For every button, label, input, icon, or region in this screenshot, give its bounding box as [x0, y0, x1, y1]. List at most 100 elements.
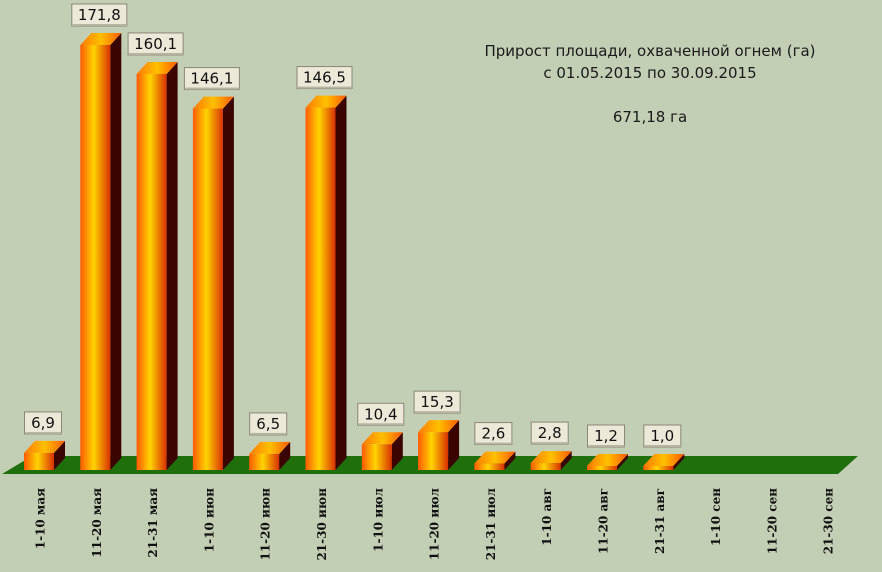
- value-label-shadow-8: [415, 411, 461, 414]
- value-label-shadow-2: [72, 24, 127, 26]
- value-label-shadow-7: [358, 423, 404, 426]
- value-label-11: 1,2: [587, 424, 625, 448]
- bar-front-11: [587, 466, 617, 470]
- x-tick-label-3: 21-31 мая: [146, 488, 160, 558]
- x-tick-label-12: 21-31 авг: [653, 488, 667, 554]
- bar-7: [361, 432, 403, 470]
- x-tick-label-8: 11-20 июл: [428, 487, 442, 560]
- value-label-text-1: 6,9: [31, 414, 55, 432]
- value-label-text-11: 1,2: [594, 427, 618, 445]
- bar-top-5: [249, 441, 291, 454]
- value-label-shadow-10: [532, 442, 569, 445]
- bar-top-2: [80, 33, 122, 45]
- bar-9: [474, 451, 516, 470]
- bar-side-9: [504, 451, 516, 470]
- value-label-10: 2,8: [530, 421, 569, 445]
- bar-top-11: [587, 454, 628, 466]
- x-tick-label-9: 21-31 июл: [484, 487, 498, 560]
- bar-front-5: [249, 453, 280, 470]
- value-label-text-2: 171,8: [78, 6, 121, 24]
- bar-front-3: [136, 73, 167, 470]
- bars-group: 6,9 171,8 160,1 146,1 6,5 146,5 10,4 15,3 2,6 2,8…: [24, 3, 685, 470]
- value-label-shadow-6: [298, 86, 352, 89]
- bar-top-4: [192, 96, 234, 109]
- bar-side-4: [222, 96, 234, 470]
- value-label-shadow-3: [129, 52, 184, 55]
- value-label-shadow-1: [25, 431, 62, 434]
- value-label-12: 1,0: [643, 424, 682, 448]
- bar-side-11: [617, 454, 628, 470]
- bar-side-10: [560, 451, 572, 470]
- value-label-text-8: 15,3: [420, 393, 453, 411]
- bar-top-7: [361, 432, 403, 445]
- bar-side-7: [391, 432, 403, 470]
- value-label-shadow-5: [250, 432, 287, 435]
- bar-front-1: [24, 452, 54, 470]
- value-label-text-10: 2,8: [538, 424, 562, 442]
- value-label-shadow-12: [644, 445, 681, 447]
- bar-top-6: [305, 95, 347, 108]
- x-tick-label-6: 21-30 июн: [315, 488, 329, 561]
- bar-3: [136, 61, 178, 470]
- x-tick-labels: 1-10 мая 11-20 мая 21-31 мая 1-10 июн 11-20 …: [34, 487, 836, 560]
- bar-top-1: [24, 440, 65, 453]
- bar-8: [418, 420, 460, 470]
- x-tick-label-7: 1-10 июл: [371, 487, 385, 551]
- value-label-text-5: 6,5: [256, 415, 280, 433]
- bar-1: [24, 440, 65, 470]
- bar-side-1: [54, 440, 65, 470]
- bar-4: [192, 96, 234, 470]
- bar-side-6: [335, 95, 347, 470]
- bar-side-2: [110, 33, 122, 470]
- x-tick-label-4: 1-10 июн: [202, 488, 216, 552]
- value-label-text-6: 146,5: [303, 69, 346, 87]
- bar-side-12: [673, 454, 685, 470]
- bar-12: [643, 454, 685, 470]
- value-label-4: 146,1: [183, 67, 240, 91]
- bar-10: [530, 451, 572, 470]
- x-tick-label-11: 11-20 авг: [597, 488, 611, 554]
- value-label-5: 6,5: [249, 412, 288, 436]
- value-label-2: 171,8: [71, 3, 128, 27]
- bar-2: [80, 33, 122, 470]
- value-label-text-12: 1,0: [650, 427, 674, 445]
- value-label-shadow-9: [475, 442, 512, 445]
- value-label-text-9: 2,6: [481, 425, 505, 443]
- chart-total-annotation: 671,18 га: [612, 108, 688, 126]
- bar-side-8: [448, 420, 460, 470]
- bar-side-5: [279, 441, 291, 470]
- bar-top-10: [530, 451, 572, 464]
- bar-front-2: [80, 45, 111, 470]
- x-tick-label-14: 11-20 сен: [765, 488, 779, 554]
- x-tick-label-5: 11-20 июн: [259, 488, 273, 561]
- value-label-1: 6,9: [24, 411, 62, 435]
- chart-subtitle: с 01.05.2015 по 30.09.2015: [543, 64, 757, 82]
- bar-front-8: [418, 432, 449, 470]
- value-label-9: 2,6: [474, 422, 513, 446]
- chart-title-block: Прирост площади, охваченной огнем (га) с…: [450, 40, 850, 128]
- x-tick-label-10: 1-10 авг: [540, 488, 554, 546]
- bar-side-3: [166, 61, 178, 470]
- value-label-7: 10,4: [357, 402, 405, 426]
- bar-5: [249, 441, 291, 470]
- x-tick-label-1: 1-10 мая: [34, 488, 48, 549]
- value-label-shadow-11: [588, 445, 625, 447]
- x-tick-label-13: 1-10 сен: [709, 488, 723, 546]
- value-label-shadow-4: [185, 87, 240, 90]
- value-label-6: 146,5: [296, 66, 353, 90]
- x-tick-label-2: 11-20 мая: [90, 488, 104, 558]
- value-label-text-7: 10,4: [364, 405, 397, 423]
- bar-front-9: [474, 463, 505, 470]
- bar-6: [305, 95, 347, 470]
- bar-top-9: [474, 451, 516, 464]
- chart-title: Прирост площади, охваченной огнем (га): [484, 42, 816, 60]
- value-label-3: 160,1: [127, 32, 184, 56]
- value-label-text-4: 146,1: [190, 70, 233, 88]
- bar-11: [587, 454, 628, 470]
- bar-front-4: [192, 108, 223, 470]
- bar-front-6: [305, 107, 336, 470]
- value-label-text-3: 160,1: [134, 35, 177, 53]
- bar-top-12: [643, 454, 685, 466]
